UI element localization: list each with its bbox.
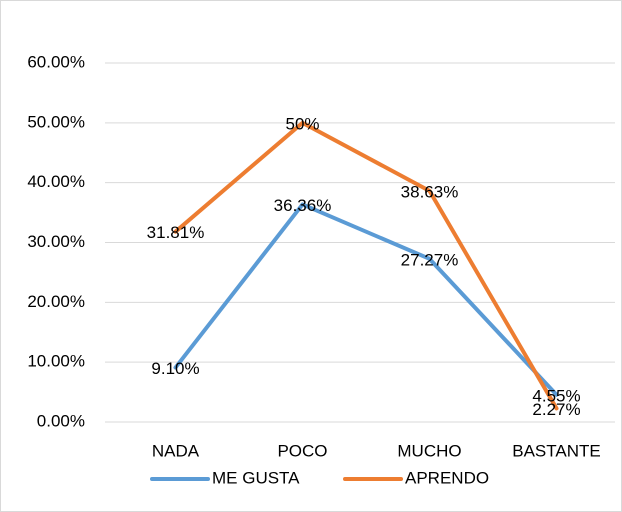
y-tick-label: 50.00% — [27, 112, 85, 131]
y-tick-label: 20.00% — [27, 292, 85, 311]
series-line — [173, 120, 559, 411]
data-label: 50% — [285, 114, 319, 133]
series-line — [173, 202, 559, 397]
data-label: 31.81% — [147, 223, 205, 242]
y-tick-label: 30.00% — [27, 232, 85, 251]
data-label: 36.36% — [274, 196, 332, 215]
y-tick-label: 60.00% — [27, 52, 85, 71]
y-tick-label: 40.00% — [27, 172, 85, 191]
data-label: 9.10% — [151, 359, 199, 378]
data-label: 38.63% — [401, 182, 459, 201]
x-tick-label: POCO — [277, 441, 327, 460]
y-tick-label: 10.00% — [27, 352, 85, 371]
data-label: 4.55% — [532, 386, 580, 405]
x-tick-label: NADA — [152, 441, 200, 460]
legend-label: APRENDO — [405, 468, 489, 487]
legend-label: ME GUSTA — [212, 468, 300, 487]
data-label: 27.27% — [401, 250, 459, 269]
x-tick-label: MUCHO — [397, 441, 461, 460]
data-label: 2.27% — [532, 400, 580, 419]
x-tick-label: BASTANTE — [512, 441, 600, 460]
y-tick-label: 0.00% — [37, 411, 85, 430]
